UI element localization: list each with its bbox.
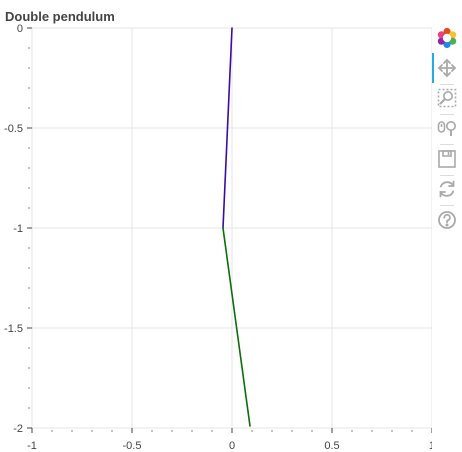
- x-tick-label: 1: [429, 440, 432, 452]
- bokeh-logo-icon: [436, 27, 458, 49]
- toolbar-separator: [440, 175, 454, 176]
- minor-ticks: [28, 47, 413, 432]
- toolbar-separator: [440, 205, 454, 206]
- y-axis: 0 -0.5 -1 -1.5 -2: [4, 23, 32, 435]
- chart-area[interactable]: Double pendulum -1 -0.5 0 0.5 1 0 -0.5 -1 -1.5 -…: [0, 0, 432, 452]
- x-tick-label: -0.5: [123, 440, 142, 452]
- x-tick-label: 0.5: [324, 440, 339, 452]
- toolbar-separator: [440, 144, 454, 145]
- y-tick-label: -2: [13, 423, 23, 435]
- save-tool-icon[interactable]: [436, 148, 458, 170]
- y-tick-label: -1.5: [4, 323, 23, 335]
- y-tick-label: -0.5: [4, 123, 23, 135]
- upper-arm-line: [222, 27, 233, 229]
- y-tick-label: -1: [13, 223, 23, 235]
- x-tick-label: -1: [27, 440, 37, 452]
- chart-title: Double pendulum: [5, 9, 115, 24]
- x-axis: -1 -0.5 0 0.5 1: [27, 428, 432, 452]
- pan-tool-icon[interactable]: [436, 57, 458, 79]
- toolbar-separator: [440, 84, 454, 85]
- toolbar-separator: [440, 114, 454, 115]
- wheel-zoom-tool-icon[interactable]: [436, 117, 458, 139]
- lower-arm-line: [222, 227, 251, 427]
- y-tick-label: 0: [17, 23, 23, 35]
- pendulum-lines: [222, 27, 251, 427]
- help-tool-icon[interactable]: [436, 209, 458, 231]
- x-tick-label: 0: [229, 440, 235, 452]
- reset-tool-icon[interactable]: [436, 178, 458, 200]
- box-zoom-tool-icon[interactable]: [436, 87, 458, 109]
- active-tool-indicator: [432, 53, 434, 83]
- grid-lines: [31, 27, 432, 429]
